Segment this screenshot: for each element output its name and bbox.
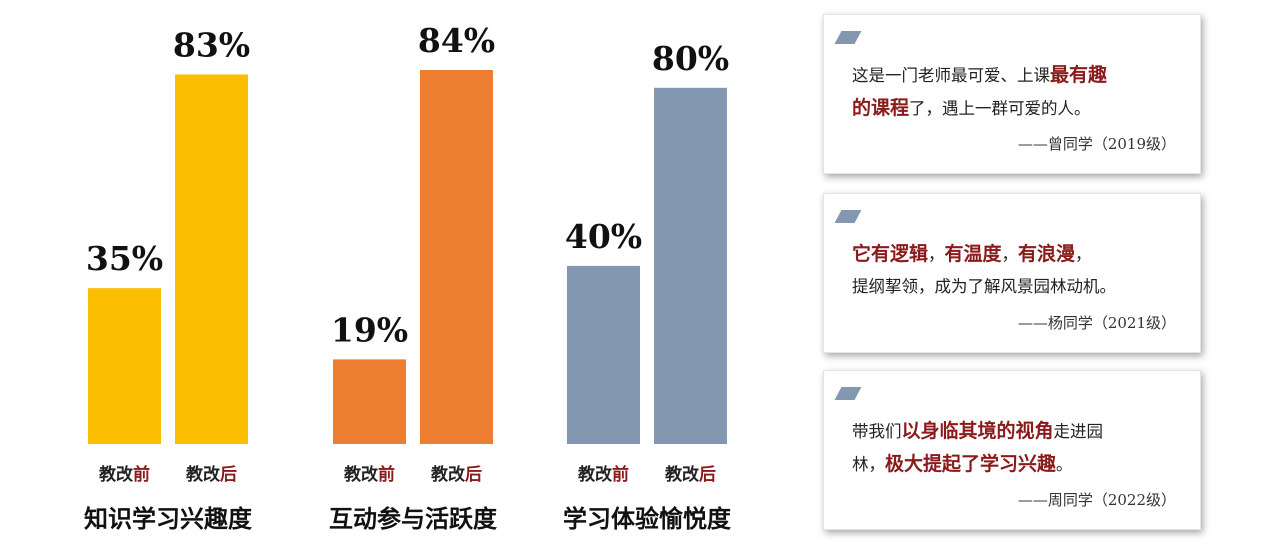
bar-1-2 — [175, 74, 248, 444]
quote-text: 它有逻辑，有温度，有浪漫， 提纲挈领，成为了解风景园林动机。 — [852, 238, 1180, 303]
quote-segment: 提纲挈领，成为了解风景园林动机。 — [852, 277, 1116, 296]
chart-title-2: 互动参与活跃度 — [329, 504, 498, 533]
quote-mark-icon — [834, 387, 862, 400]
quote-segment: ， — [928, 245, 945, 264]
quote-segment: 这是一门老师最可爱、上课 — [852, 66, 1050, 85]
quote-card-3: 带我们以身临其境的视角走进园林，极大提起了学习兴趣。 ——周同学（2022级） — [823, 370, 1201, 530]
data-label-1-2: 83% — [173, 25, 250, 64]
quote-text: 带我们以身临其境的视角走进园林，极大提起了学习兴趣。 — [852, 415, 1180, 481]
quote-text: 这是一门老师最可爱、上课最有趣的课程了，遇上一群可爱的人。 — [852, 59, 1180, 125]
chart-title-3: 学习体验愉悦度 — [563, 504, 732, 533]
quote-segment: ， — [1075, 245, 1092, 264]
quote-segment: 林， — [852, 455, 885, 474]
quote-author: ——曾同学（2019级） — [1017, 135, 1176, 153]
chart-title-1: 知识学习兴趣度 — [84, 504, 253, 533]
data-label-3-2: 80% — [652, 39, 729, 78]
quote-mark-icon — [834, 31, 862, 44]
category-label-2-1: 教改前 — [343, 464, 395, 485]
category-label-3-2: 教改后 — [664, 464, 716, 485]
data-label-2-1: 19% — [331, 310, 408, 349]
quote-mark-icon — [834, 210, 862, 223]
category-label-2-2: 教改后 — [430, 464, 482, 485]
quote-highlight: 极大提起了学习兴趣 — [885, 453, 1057, 475]
quote-highlight: 有温度 — [944, 243, 1002, 265]
quote-highlight: 最有趣 — [1050, 64, 1108, 86]
quote-author: ——杨同学（2021级） — [1017, 314, 1176, 332]
quote-segment: 走进园 — [1053, 422, 1104, 441]
category-label-1-2: 教改后 — [185, 464, 237, 485]
quote-card-1: 这是一门老师最可爱、上课最有趣的课程了，遇上一群可爱的人。 ——曾同学（2019级… — [823, 14, 1201, 174]
quote-card-2: 它有逻辑，有温度，有浪漫， 提纲挈领，成为了解风景园林动机。 ——杨同学（2021级… — [823, 193, 1201, 353]
quote-highlight: 以身临其境的视角 — [901, 420, 1054, 442]
quote-segment: ， — [1001, 245, 1019, 264]
data-label-2-2: 84% — [418, 21, 495, 60]
quote-segment: 带我们 — [852, 422, 902, 441]
data-label-3-1: 40% — [565, 217, 642, 256]
quote-highlight: 有浪漫 — [1018, 243, 1076, 265]
bar-1-1 — [88, 288, 161, 444]
data-label-1-1: 35% — [86, 239, 163, 278]
quote-segment: 。 — [1056, 455, 1073, 474]
quote-segment: 了，遇上一群可爱的人。 — [909, 99, 1091, 118]
quote-highlight: 它有逻辑 — [852, 243, 929, 265]
quote-highlight: 的课程 — [852, 97, 910, 119]
category-label-3-1: 教改前 — [577, 464, 629, 485]
bar-2-2 — [420, 70, 493, 444]
category-label-1-1: 教改前 — [98, 464, 150, 485]
bar-3-2 — [654, 87, 727, 445]
quote-author: ——周同学（2022级） — [1017, 491, 1176, 509]
bar-3-1 — [567, 265, 640, 444]
bar-2-1 — [333, 359, 406, 444]
